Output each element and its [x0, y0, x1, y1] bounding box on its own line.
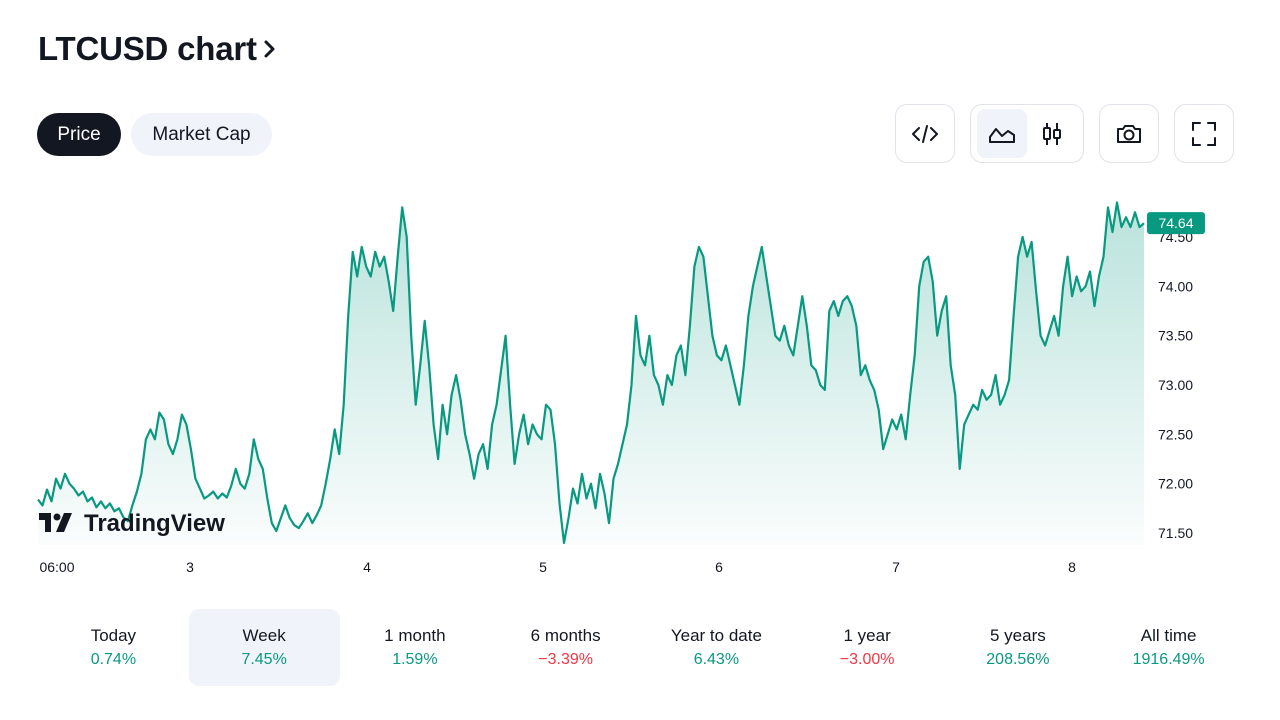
tab-price-label: Price	[57, 123, 101, 145]
camera-icon	[1117, 124, 1141, 143]
tradingview-logo	[39, 513, 72, 532]
candlestick-icon	[1043, 122, 1061, 145]
tab-market-cap[interactable]: Market Cap	[131, 113, 272, 156]
snapshot-button[interactable]	[1099, 104, 1159, 163]
y-tick-label: 73.00	[1158, 377, 1193, 393]
x-tick-label: 4	[363, 559, 371, 575]
x-tick-label: 6	[715, 559, 723, 575]
chevron-right-icon	[264, 40, 275, 58]
period-label: 6 months	[530, 626, 601, 645]
period-0[interactable]: Today 0.74%	[38, 609, 189, 686]
period-change-value: 1.59%	[392, 651, 438, 668]
y-tick-label: 72.50	[1158, 426, 1193, 442]
period-label: All time	[1140, 626, 1197, 645]
last-price-label: 74.64	[1158, 215, 1193, 231]
period-3[interactable]: 6 months −3.39%	[490, 609, 641, 686]
embed-button[interactable]	[895, 104, 955, 163]
code-icon	[912, 124, 938, 143]
candlestick-button[interactable]	[1027, 109, 1077, 158]
area-chart-icon	[989, 127, 1015, 143]
area-chart-button[interactable]	[977, 109, 1027, 158]
chart-style-group	[970, 104, 1084, 163]
fullscreen-icon	[1192, 121, 1216, 146]
chart-title: LTCUSD chart	[38, 30, 257, 67]
last-price-badge	[1147, 212, 1205, 235]
x-tick-label: 06:00	[39, 559, 74, 575]
period-2[interactable]: 1 month 1.59%	[340, 609, 491, 686]
performance-periods: Today 0.74% Week 7.45% 1 month 1.59% 6 months −…	[38, 609, 1244, 686]
watermark-text: TradingView	[84, 510, 225, 537]
period-4[interactable]: Year to date 6.43%	[641, 609, 792, 686]
price-line[interactable]	[37, 201, 1145, 544]
x-tick-label: 7	[892, 559, 900, 575]
period-1[interactable]: Week 7.45%	[188, 609, 340, 686]
period-label: Year to date	[670, 626, 762, 645]
tab-price[interactable]: Price	[37, 113, 121, 156]
x-tick-label: 3	[186, 559, 194, 575]
tradingview-watermark: TradingView	[39, 510, 225, 537]
period-6[interactable]: 5 years 208.56%	[943, 609, 1094, 686]
period-5[interactable]: 1 year −3.00%	[792, 609, 943, 686]
period-change-value: −3.39%	[538, 651, 593, 668]
period-label: Week	[242, 626, 286, 645]
period-change-value: −3.00%	[839, 651, 895, 668]
tab-market-cap-label: Market Cap	[152, 123, 251, 145]
y-tick-label: 71.50	[1158, 525, 1193, 541]
y-tick-label: 74.00	[1158, 278, 1193, 294]
price-chart[interactable]: 71.5072.0072.5073.0073.5074.0074.5006:00…	[0, 180, 1280, 590]
period-7[interactable]: All time 1916.49%	[1093, 609, 1244, 686]
period-label: Today	[90, 626, 137, 645]
period-change-value: 208.56%	[986, 651, 1050, 668]
period-label: 1 month	[384, 626, 446, 645]
y-tick-label: 72.00	[1158, 476, 1193, 492]
period-label: 1 year	[843, 626, 891, 645]
period-change-value: 1916.49%	[1132, 651, 1205, 668]
period-change-value: 0.74%	[90, 651, 137, 668]
x-tick-label: 8	[1068, 559, 1076, 575]
price-area-fill	[38, 202, 1144, 545]
period-change-value: 6.43%	[693, 651, 740, 668]
x-tick-label: 5	[539, 559, 547, 575]
fullscreen-button[interactable]	[1174, 104, 1234, 163]
page-title[interactable]: LTCUSD chart	[38, 30, 277, 68]
period-change-value: 7.45%	[241, 651, 287, 668]
period-label: 5 years	[990, 626, 1046, 645]
y-tick-label: 73.50	[1158, 328, 1193, 344]
